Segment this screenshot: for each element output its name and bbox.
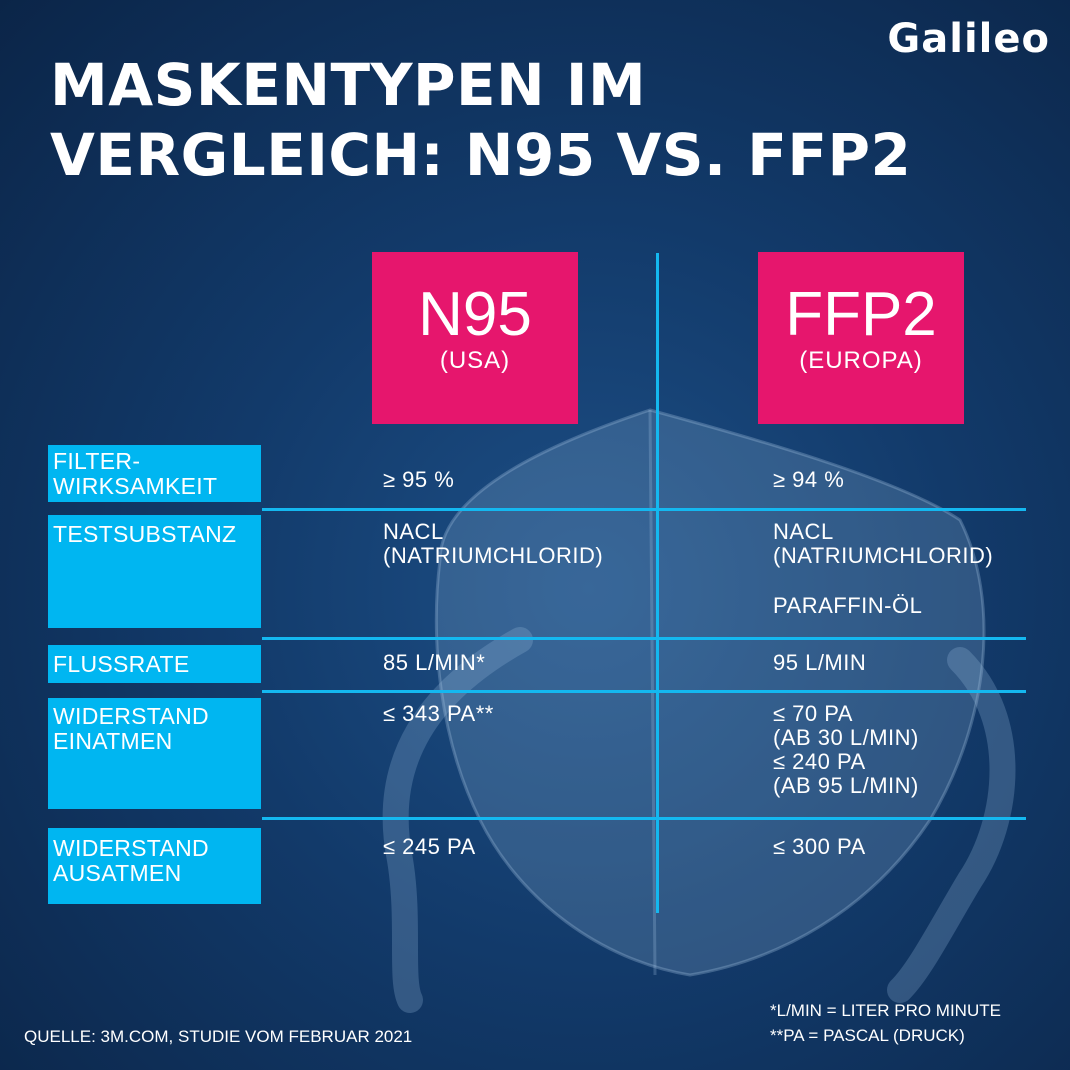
row-divider <box>262 508 1026 511</box>
footnote-pa: **PA = PASCAL (DRUCK) <box>770 1026 965 1045</box>
column-name-ffp2: FFP2 <box>785 280 937 349</box>
title-line-2: VERGLEICH: N95 VS. FFP2 <box>50 121 912 189</box>
row-divider <box>262 817 1026 820</box>
label-line: WIDERSTAND <box>53 835 209 861</box>
cell-ffp2-testsubstanz: NACL (NATRIUMCHLORID) <box>773 519 994 568</box>
row-label-testsubstanz: TESTSUBSTANZ <box>48 515 261 628</box>
cell-n95-flussrate: 85 L/MIN* <box>383 650 486 675</box>
cell-ffp2-testsubstanz-extra: PARAFFIN-ÖL <box>773 593 923 618</box>
column-region-ffp2: (EUROPA) <box>799 347 923 374</box>
row-label-filterwirksamkeit: FILTER- WIRKSAMKEIT <box>48 445 261 502</box>
label-line: TESTSUBSTANZ <box>53 521 237 547</box>
galileo-logo: Galileo <box>887 16 1050 62</box>
page-title: MASKENTYPEN IM VERGLEICH: N95 VS. FFP2 <box>50 50 950 190</box>
row-divider <box>262 637 1026 640</box>
column-divider <box>656 253 659 913</box>
cell-n95-filterwirksamkeit: ≥ 95 % <box>383 467 455 492</box>
label-line: EINATMEN <box>53 728 173 754</box>
cell-n95-widerstand-einatmen: ≤ 343 PA** <box>383 701 494 726</box>
row-label-flussrate: FLUSSRATE <box>48 645 261 683</box>
column-header-ffp2: FFP2 (EUROPA) <box>758 252 964 424</box>
label-line: WIDERSTAND <box>53 703 209 729</box>
title-line-1: MASKENTYPEN IM <box>50 51 647 119</box>
row-label-widerstand-einatmen: WIDERSTAND EINATMEN <box>48 698 261 809</box>
cell-ffp2-flussrate: 95 L/MIN <box>773 650 867 675</box>
footnote-lmin: *L/MIN = LITER PRO MINUTE <box>770 1001 1001 1020</box>
row-divider <box>262 690 1026 693</box>
cell-n95-testsubstanz: NACL (NATRIUMCHLORID) <box>383 519 604 568</box>
source-note: QUELLE: 3M.COM, STUDIE VOM FEBRUAR 2021 <box>24 1027 413 1046</box>
column-name-n95: N95 <box>418 280 532 349</box>
column-region-n95: (USA) <box>439 347 511 374</box>
label-line: FLUSSRATE <box>53 651 190 677</box>
row-label-widerstand-ausatmen: WIDERSTAND AUSATMEN <box>48 828 261 904</box>
cell-n95-widerstand-ausatmen: ≤ 245 PA <box>383 834 476 859</box>
label-line: FILTER- <box>53 448 141 474</box>
cell-ffp2-filterwirksamkeit: ≥ 94 % <box>773 467 845 492</box>
column-header-n95: N95 (USA) <box>372 252 578 424</box>
label-line: AUSATMEN <box>53 860 182 886</box>
cell-ffp2-widerstand-ausatmen: ≤ 300 PA <box>773 834 866 859</box>
label-line: WIRKSAMKEIT <box>53 473 218 499</box>
footnotes: *L/MIN = LITER PRO MINUTE **PA = PASCAL … <box>770 998 1001 1048</box>
cell-ffp2-widerstand-einatmen: ≤ 70 PA (AB 30 L/MIN) ≤ 240 PA (AB 95 L/… <box>773 701 919 798</box>
